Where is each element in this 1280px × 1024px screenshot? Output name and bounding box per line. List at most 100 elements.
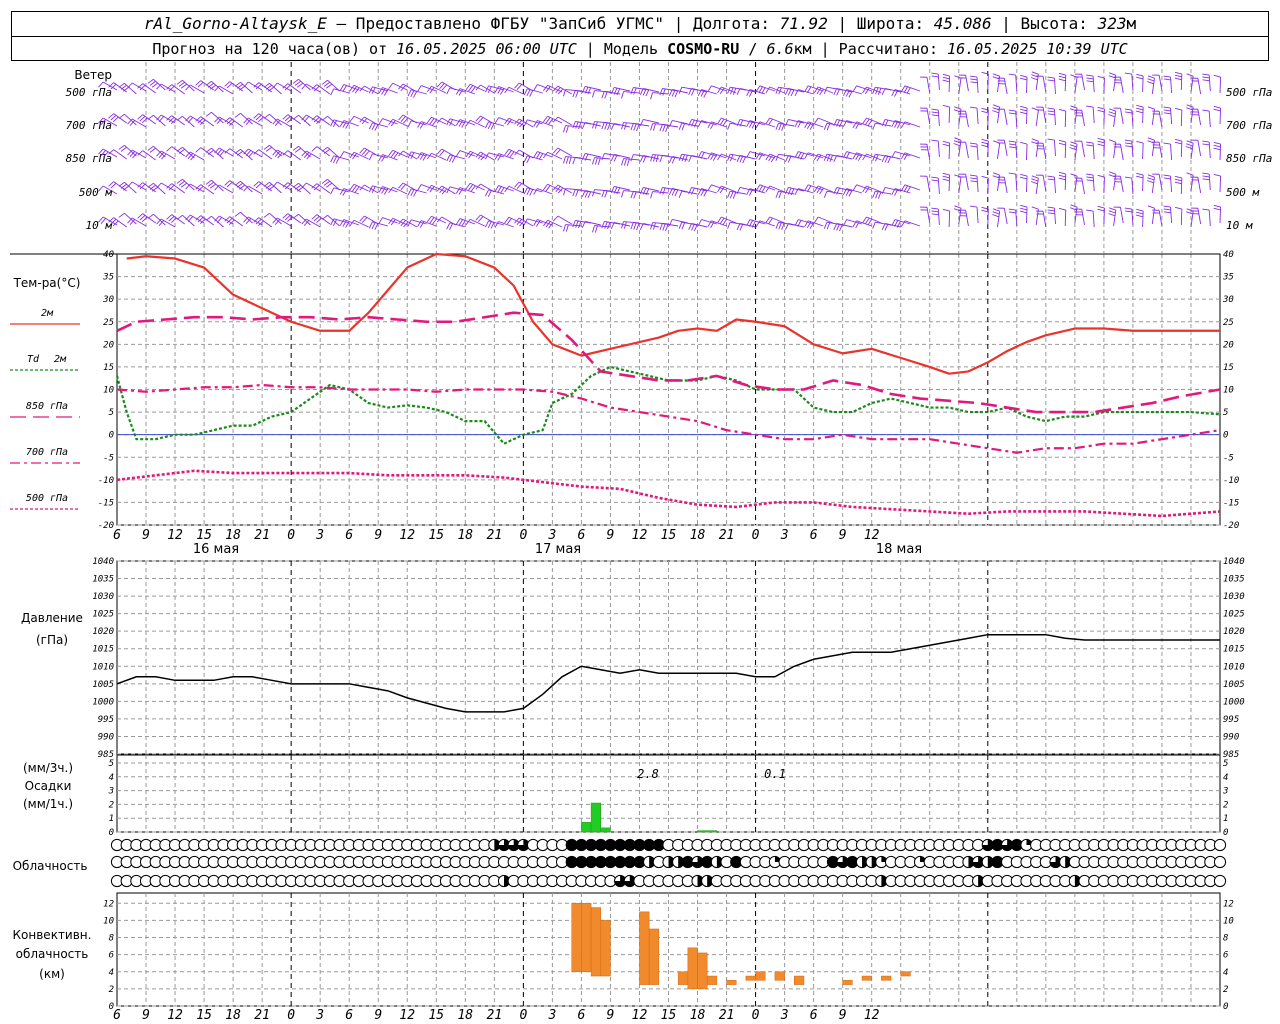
wind-barb-feather	[842, 120, 848, 127]
wind-barb-feather	[864, 186, 870, 194]
wind-barb-feather	[149, 80, 156, 86]
wind-barb-shaft	[976, 144, 979, 161]
wind-barb-feather	[301, 182, 307, 189]
wind-barb-feather	[487, 122, 492, 130]
wind-barb-feather	[1185, 146, 1193, 150]
wind-barb-shaft	[856, 184, 872, 191]
temperature-x-tick: 12	[167, 528, 183, 543]
wind-barb-feather	[301, 150, 307, 157]
cloud-fill	[649, 856, 655, 868]
wind-barb-feather	[1030, 181, 1038, 185]
wind-barb-feather	[509, 151, 515, 158]
wind-barb-feather	[746, 120, 751, 127]
wind-barb-feather	[872, 191, 876, 198]
wind-barb-feather	[931, 210, 939, 213]
wind-barb-feather	[388, 118, 394, 126]
wind-barb-feather	[410, 189, 415, 197]
wind-barb-shaft	[1170, 176, 1173, 193]
convective-x-tick: 12	[632, 1008, 648, 1023]
wind-barb-feather	[848, 189, 853, 197]
wind-barb-feather	[219, 150, 225, 157]
cloud-symbol	[1059, 855, 1072, 869]
wind-barb-feather	[330, 88, 335, 96]
wind-barb-shaft	[211, 111, 224, 124]
wind-barb-shaft	[431, 152, 447, 161]
wind-barb-feather	[166, 214, 173, 220]
wind-barb-feather	[118, 181, 125, 187]
wind-barb-feather	[514, 217, 520, 224]
wind-barb-shaft	[488, 152, 505, 158]
cloud-fill	[837, 856, 849, 868]
wind-barb-shaft	[469, 83, 485, 92]
wind-barb-feather	[253, 181, 260, 187]
wind-barb-feather	[446, 87, 451, 95]
wind-barb-feather	[110, 182, 117, 189]
wind-barb-feather	[1097, 106, 1105, 110]
wind-barb-feather	[836, 119, 840, 127]
wind-barb-shaft	[449, 186, 466, 192]
wind-barb-shaft	[298, 145, 311, 158]
wind-barb-feather	[468, 152, 474, 159]
wind-barb-feather	[536, 121, 541, 128]
wind-barb-feather	[555, 186, 561, 192]
wind-barb-feather	[1163, 75, 1171, 78]
wind-barb-shaft	[333, 187, 350, 193]
wind-barb-feather	[804, 220, 809, 228]
wind-barb-feather	[118, 82, 125, 88]
wind-barb-shaft	[817, 216, 834, 224]
wind-barb-feather	[255, 114, 262, 121]
wind-barb-feather	[845, 189, 850, 196]
wind-barb-feather	[1058, 171, 1066, 175]
legend-label: 850 гПа	[26, 401, 68, 412]
wind-barb-feather	[129, 219, 135, 225]
wind-barb-feather	[475, 183, 481, 190]
wind-barb-feather	[1202, 172, 1210, 175]
wind-barb-feather	[717, 117, 722, 125]
wind-barb-shaft	[200, 147, 215, 158]
cloud-fill	[871, 856, 878, 868]
wind-barb-feather	[906, 186, 911, 193]
cloud-fill	[498, 839, 510, 851]
wind-barb-feather	[557, 187, 564, 194]
wind-barb-shaft	[527, 119, 543, 125]
wind-barb-shaft	[1003, 140, 1008, 157]
wind-barb-shaft	[153, 213, 166, 226]
wind-barb-shaft	[937, 110, 940, 127]
wind-barb-feather	[633, 87, 637, 95]
wind-barb-shaft	[1120, 77, 1124, 94]
wind-barb-feather	[176, 146, 183, 152]
wind-barb-feather	[359, 215, 365, 222]
wind-barb-feather	[1108, 213, 1116, 217]
wind-barb-feather	[1147, 177, 1155, 181]
wind-barb-feather	[823, 123, 828, 130]
wind-barb-feather	[311, 214, 318, 220]
wind-barb-feather	[862, 86, 867, 94]
wind-barb-feather	[127, 118, 133, 125]
wind-barb-feather	[468, 85, 474, 92]
precipitation-tick-left: 5	[109, 759, 114, 769]
wind-barb-shaft	[885, 87, 901, 93]
wind-barb-feather	[224, 180, 231, 186]
conv-bar	[687, 947, 698, 990]
wind-barb-feather	[790, 89, 795, 97]
wind-barb-feather	[258, 116, 264, 123]
wind-barb-feather	[361, 118, 368, 124]
wind-barb-feather	[613, 87, 618, 95]
wind-barb-shaft	[547, 115, 563, 124]
wind-barb-feather	[485, 189, 489, 197]
wind-barb-feather	[906, 87, 911, 94]
wind-barb-feather	[700, 189, 705, 196]
wind-barb-shaft	[585, 121, 601, 127]
wind-barb-feather	[176, 178, 183, 184]
wind-barb-feather	[465, 119, 471, 127]
wind-barb-feather	[839, 224, 843, 232]
temperature-series-4	[116, 469, 1221, 518]
wind-barb-feather	[284, 115, 291, 122]
wind-barb-feather	[1174, 175, 1182, 179]
station-name: rAl_Gorno-Altaysk_E	[143, 14, 327, 33]
wind-barb-feather	[330, 218, 335, 226]
wind-barb-feather	[833, 155, 838, 162]
wind-barb-shaft	[1208, 174, 1211, 191]
wind-barb-shaft	[1003, 109, 1008, 126]
cloud-fill	[624, 839, 636, 851]
